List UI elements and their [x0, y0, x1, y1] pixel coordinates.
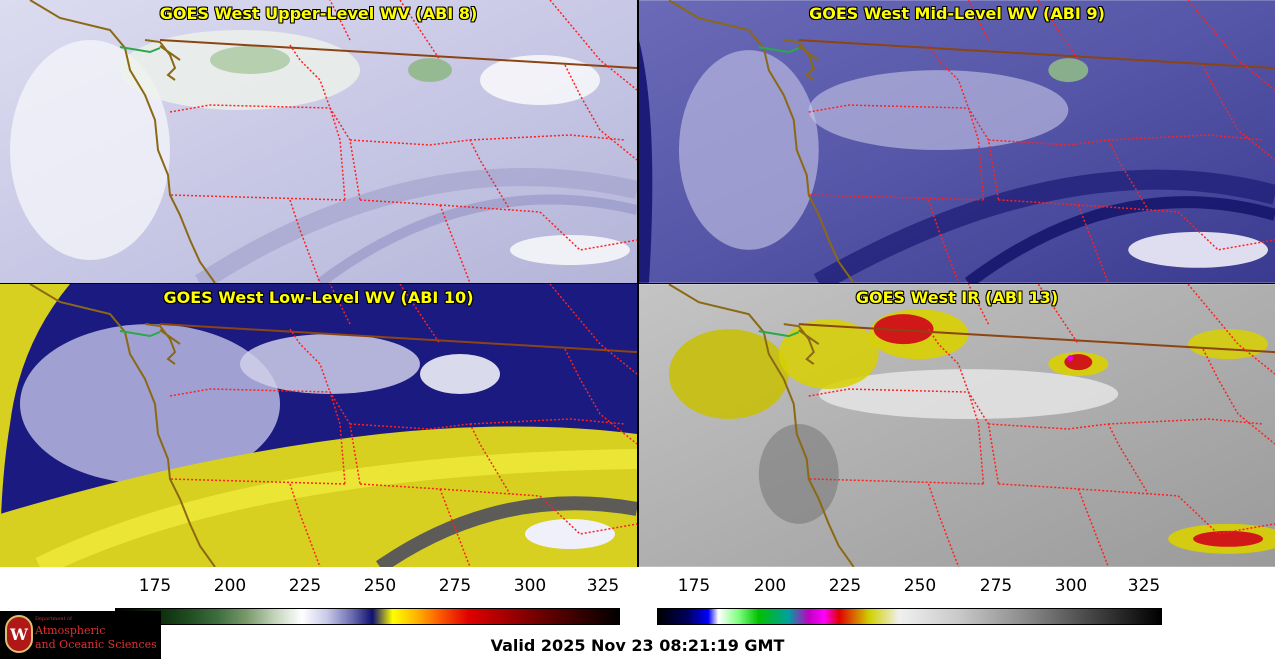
colorbar-tick: 175 [138, 576, 172, 596]
upper-level-wv-image [0, 0, 637, 283]
uw-aos-logo: W Department of Atmospheric and Oceanic … [0, 611, 161, 659]
colorbar-tick: 175 [677, 576, 711, 596]
uw-seal-icon: W [5, 615, 33, 653]
colorbar-tick: 200 [213, 576, 247, 596]
colorbar-tick: 300 [1054, 576, 1088, 596]
ir-panel: GOES West IR (ABI 13) [639, 284, 1275, 567]
panel-divider-horizontal [0, 283, 1275, 284]
low-level-wv-image [0, 284, 637, 567]
logo-line-2: Atmospheric [35, 624, 106, 637]
panel-title: GOES West Mid-Level WV (ABI 9) [809, 4, 1105, 23]
colorbar-tick: 300 [513, 576, 547, 596]
colorbar-tick: 225 [288, 576, 322, 596]
colorbar-tick: 275 [438, 576, 472, 596]
colorbar-tick: 200 [753, 576, 787, 596]
logo-line-3: and Oceanic Sciences [35, 638, 157, 651]
left-colorbar [115, 608, 620, 625]
colorbar-tick: 250 [903, 576, 937, 596]
panel-title: GOES West Upper-Level WV (ABI 8) [159, 4, 478, 23]
panel-title: GOES West IR (ABI 13) [855, 288, 1059, 307]
logo-line-1: Department of [35, 616, 72, 622]
colorbar-tick: 325 [586, 576, 620, 596]
valid-time: Valid 2025 Nov 23 08:21:19 GMT [490, 636, 785, 655]
panel-title: GOES West Low-Level WV (ABI 10) [163, 288, 474, 307]
ir-image [639, 284, 1275, 567]
upper-level-wv-panel: GOES West Upper-Level WV (ABI 8) [0, 0, 637, 283]
right-colorbar [657, 608, 1162, 625]
colorbar-tick: 275 [979, 576, 1013, 596]
mid-level-wv-image [639, 0, 1275, 283]
low-level-wv-panel: GOES West Low-Level WV (ABI 10) [0, 284, 637, 567]
colorbar-tick: 225 [828, 576, 862, 596]
colorbar-tick: 250 [363, 576, 397, 596]
mid-level-wv-panel: GOES West Mid-Level WV (ABI 9) [639, 0, 1275, 283]
colorbar-tick: 325 [1127, 576, 1161, 596]
